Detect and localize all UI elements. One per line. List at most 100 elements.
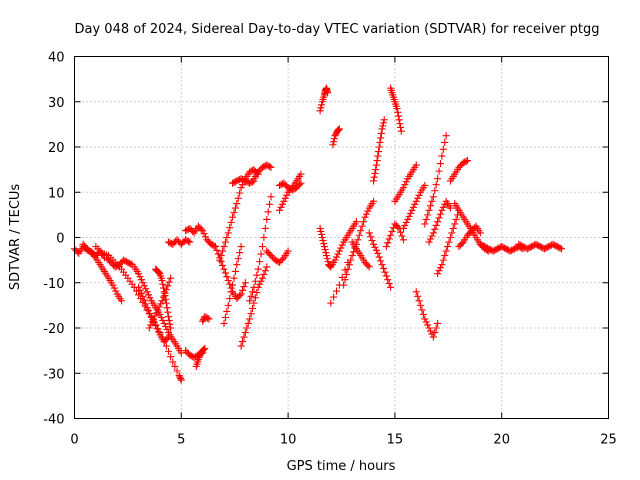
data-point xyxy=(278,180,286,188)
data-point xyxy=(418,306,426,314)
data-point xyxy=(177,349,185,357)
data-point xyxy=(155,269,163,277)
data-point xyxy=(154,306,162,314)
data-point xyxy=(157,313,165,321)
series-arc-12 xyxy=(182,222,249,303)
data-point xyxy=(385,279,393,288)
data-point xyxy=(261,224,269,232)
data-point xyxy=(318,230,326,239)
data-point xyxy=(446,233,454,242)
data-point xyxy=(256,258,264,266)
data-point xyxy=(220,243,228,251)
data-point xyxy=(384,276,392,284)
data-point xyxy=(426,202,435,210)
data-point xyxy=(196,224,204,232)
data-point xyxy=(160,288,168,296)
data-point xyxy=(237,184,245,192)
data-point xyxy=(324,258,332,266)
data-point xyxy=(424,321,432,329)
data-point xyxy=(323,255,331,263)
data-point xyxy=(434,175,442,183)
data-point xyxy=(167,274,175,282)
data-point xyxy=(378,125,386,133)
data-point xyxy=(465,230,473,238)
data-point xyxy=(233,200,241,208)
data-point xyxy=(372,161,380,169)
data-point xyxy=(263,215,271,223)
series-arc-31 xyxy=(382,220,407,251)
data-point xyxy=(200,230,208,238)
data-point xyxy=(322,252,331,260)
data-point xyxy=(236,189,244,197)
data-point xyxy=(391,220,399,228)
series-arc-17 xyxy=(237,263,271,350)
data-point xyxy=(297,179,305,187)
data-point xyxy=(142,285,150,293)
data-point xyxy=(421,315,429,323)
data-point xyxy=(432,221,440,229)
data-point xyxy=(145,324,153,332)
data-point xyxy=(330,135,338,143)
data-point xyxy=(436,160,445,168)
data-point xyxy=(404,215,412,223)
x-tick-label: 0 xyxy=(70,433,78,448)
data-point xyxy=(137,276,145,284)
data-point xyxy=(157,300,165,308)
series-arc-03 xyxy=(92,243,185,384)
data-point xyxy=(155,303,163,311)
data-point xyxy=(280,197,288,205)
data-point xyxy=(372,246,380,254)
data-point xyxy=(234,293,242,301)
data-point xyxy=(161,292,169,300)
data-point xyxy=(268,253,276,261)
data-point xyxy=(436,264,445,272)
data-point xyxy=(378,261,386,269)
data-point xyxy=(237,342,245,350)
data-point xyxy=(236,249,244,257)
data-point xyxy=(462,157,470,165)
data-point xyxy=(149,315,158,323)
data-point xyxy=(264,249,272,257)
series-arc-08 xyxy=(152,265,175,332)
data-point xyxy=(246,297,254,305)
data-point xyxy=(171,362,179,371)
data-point xyxy=(170,239,178,247)
data-point xyxy=(330,293,338,301)
data-point xyxy=(387,231,395,239)
data-point xyxy=(362,260,370,268)
data-point xyxy=(221,238,229,246)
data-point xyxy=(184,225,192,233)
data-point xyxy=(428,232,436,240)
data-point xyxy=(428,330,436,338)
y-tick-label: -20 xyxy=(43,322,64,337)
data-point xyxy=(213,246,221,254)
data-point xyxy=(267,252,275,260)
data-point xyxy=(444,243,452,251)
data-point xyxy=(152,309,160,317)
data-point xyxy=(162,295,170,303)
data-point xyxy=(424,211,432,219)
chart-title: Day 048 of 2024, Sidereal Day-to-day VTE… xyxy=(75,22,600,37)
data-point xyxy=(162,299,170,307)
data-point xyxy=(411,200,419,208)
data-point xyxy=(439,145,447,153)
data-point xyxy=(263,263,271,271)
series-arc-35 xyxy=(412,288,442,341)
data-point xyxy=(278,200,286,208)
data-point xyxy=(397,123,405,131)
data-point xyxy=(104,255,112,263)
data-point xyxy=(414,292,422,300)
data-point xyxy=(137,289,145,297)
data-point xyxy=(248,288,257,296)
data-point xyxy=(396,120,404,128)
data-point xyxy=(257,250,265,258)
data-point xyxy=(428,197,436,205)
data-point xyxy=(224,276,232,285)
data-point xyxy=(340,281,348,289)
data-point xyxy=(227,218,235,226)
data-point xyxy=(237,243,245,251)
data-point xyxy=(360,218,368,226)
data-point xyxy=(164,333,173,341)
data-point xyxy=(335,126,343,134)
data-point xyxy=(421,220,429,228)
